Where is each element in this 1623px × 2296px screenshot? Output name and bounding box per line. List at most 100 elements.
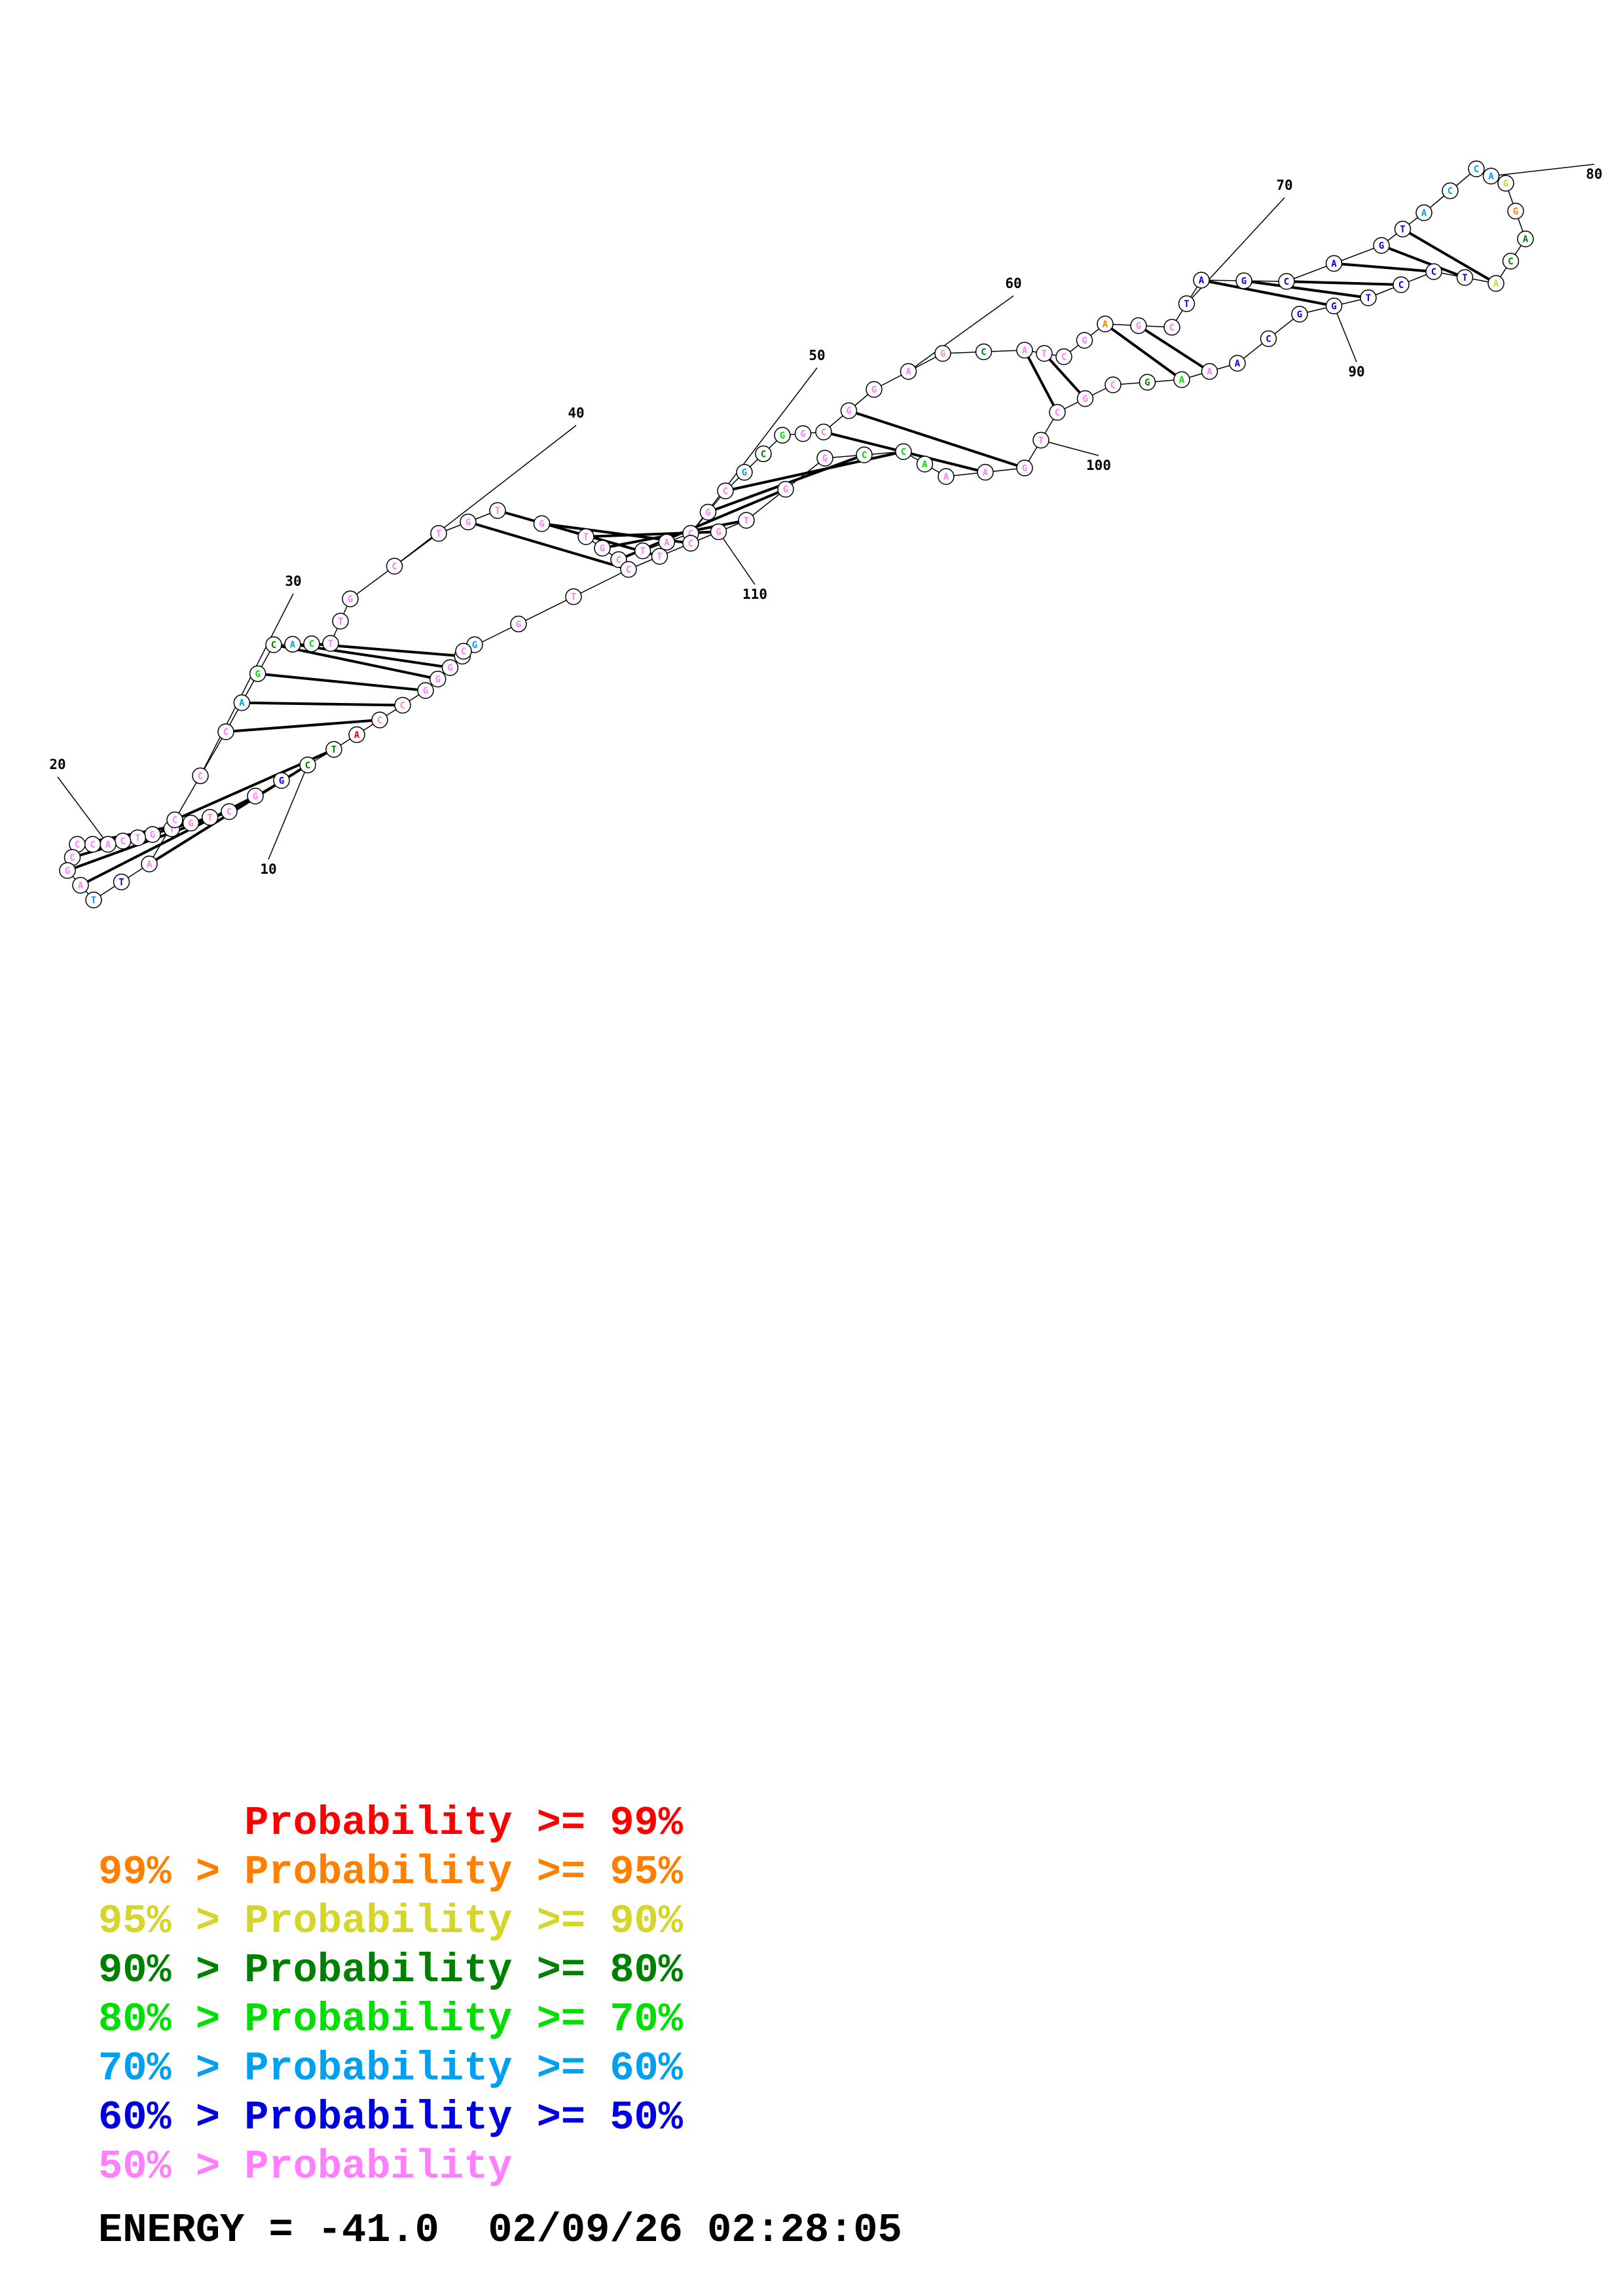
- nucleotide-circle: [221, 803, 238, 820]
- nucleotide-letter: C: [1169, 323, 1175, 333]
- nucleotide-circle: [1036, 345, 1053, 362]
- nucleotide-circle: [1497, 175, 1514, 192]
- nucleotide-circle: [1055, 348, 1072, 365]
- nucleotide-circle: [1291, 306, 1308, 323]
- nucleotide-circle: [1178, 295, 1195, 312]
- nucleotide-letter: A: [78, 881, 84, 891]
- position-tick-line: [718, 531, 756, 585]
- nucleotide-letter: T: [657, 552, 662, 562]
- nucleotide: T: [489, 502, 506, 519]
- nucleotide-letter: A: [1207, 367, 1213, 378]
- base-pair-bond: [292, 643, 450, 669]
- nucleotide-circle: [202, 809, 219, 826]
- nucleotide-circle: [794, 425, 812, 442]
- backbone-segment: [174, 775, 201, 821]
- nucleotide: T: [129, 829, 147, 846]
- nucleotide-letter: C: [1061, 352, 1067, 363]
- legend-row: 70% > Probability >= 60%: [98, 2044, 683, 2093]
- nucleotide: G: [1507, 202, 1524, 220]
- nucleotide: C: [166, 811, 183, 829]
- nucleotide: A: [1193, 272, 1210, 289]
- nucleotide-circle: [1507, 202, 1524, 220]
- nucleotide: C: [69, 836, 86, 853]
- nucleotide: G: [699, 503, 717, 521]
- nucleotide: G: [460, 513, 477, 531]
- nucleotide: G: [59, 862, 76, 879]
- nucleotide: C: [1049, 404, 1066, 421]
- nucleotide: T: [1456, 269, 1474, 286]
- nucleotide: C: [1502, 253, 1520, 270]
- nucleotide-circle: [348, 726, 365, 744]
- nucleotide-circle: [755, 445, 772, 463]
- nucleotide-letter: A: [239, 698, 245, 709]
- nucleotide: G: [1016, 459, 1033, 476]
- nucleotide-circle: [682, 535, 699, 552]
- nucleotide: T: [1036, 345, 1053, 362]
- nucleotide: G: [429, 670, 447, 688]
- nucleotide-letter: T: [331, 745, 337, 755]
- energy-footer: ENERGY = -41.0 02/09/26 02:28:05: [98, 2207, 902, 2253]
- nucleotide: C: [394, 696, 411, 714]
- nucleotide-letter: T: [1366, 293, 1371, 304]
- base-pair-bond: [1402, 228, 1497, 285]
- nucleotide-letter: G: [800, 429, 805, 440]
- backbone-segment: [1334, 245, 1382, 264]
- nucleotide-letter: G: [1022, 463, 1027, 474]
- nucleotide-letter: A: [905, 367, 911, 378]
- nucleotide-letter: C: [1508, 257, 1513, 267]
- nucleotide-circle: [840, 402, 858, 420]
- base-pair-bond: [1023, 350, 1059, 413]
- nucleotide-circle: [441, 659, 459, 676]
- nucleotide-circle: [1415, 204, 1432, 221]
- backbone-lines: [67, 168, 1526, 901]
- nucleotide-letter: C: [75, 840, 80, 850]
- position-tick-line: [1491, 164, 1595, 177]
- nucleotide: C: [1104, 376, 1122, 393]
- base-pair-bond: [848, 409, 1025, 469]
- nucleotide-letter: G: [348, 594, 353, 605]
- nucleotide-letter: G: [65, 866, 70, 876]
- nucleotide-circle: [975, 343, 993, 361]
- nucleotide-letter: G: [716, 528, 721, 538]
- nucleotide: G: [774, 427, 791, 444]
- nucleotide: G: [510, 615, 527, 633]
- nucleotide: C: [84, 836, 101, 853]
- nucleotide-letter: C: [309, 639, 314, 650]
- probability-legend: Probability >= 99% 99% > Probability >= 9…: [98, 1799, 683, 2191]
- nucleotide-circle: [1325, 297, 1343, 315]
- nucleotide: C: [1393, 276, 1410, 293]
- nucleotide-circle: [533, 515, 551, 532]
- nucleotide-circle: [1442, 182, 1459, 200]
- nucleotide-letter: C: [198, 771, 203, 781]
- nucleotide-circle: [265, 636, 282, 653]
- base-pair-bond: [1243, 279, 1369, 299]
- nucleotide: C: [303, 635, 320, 653]
- nucleotide-circle: [577, 528, 594, 545]
- nucleotide-letter: C: [862, 450, 867, 461]
- nucleotide-letter: G: [1241, 276, 1247, 287]
- nucleotide-circle: [1482, 168, 1500, 185]
- nucleotide-letter: A: [943, 472, 949, 482]
- nucleotide-circle: [717, 482, 734, 499]
- nucleotide-letter: G: [472, 640, 477, 651]
- nucleotide-circle: [371, 711, 388, 728]
- nucleotide-circle: [1360, 289, 1377, 306]
- nucleotide: T: [577, 528, 594, 545]
- legend-prefix: 95% >: [98, 1898, 245, 1945]
- nucleotide-letter: A: [1488, 171, 1494, 182]
- nucleotide-circle: [658, 533, 676, 551]
- nucleotide: T: [202, 809, 219, 826]
- nucleotide: C: [455, 643, 472, 660]
- nucleotide-letter: C: [223, 727, 228, 738]
- nucleotide: A: [348, 726, 365, 744]
- nucleotide-circle: [1468, 160, 1485, 177]
- nucleotide: C: [620, 561, 637, 578]
- nucleotide: G: [182, 814, 200, 832]
- nucleotide-circle: [977, 463, 994, 481]
- nucleotide-circle: [325, 741, 342, 758]
- nucleotide-letter: T: [91, 895, 96, 906]
- nucleotide: G: [144, 826, 161, 843]
- nucleotide: A: [1201, 363, 1218, 380]
- nucleotide-circle: [738, 512, 755, 529]
- nucleotide: C: [299, 757, 316, 774]
